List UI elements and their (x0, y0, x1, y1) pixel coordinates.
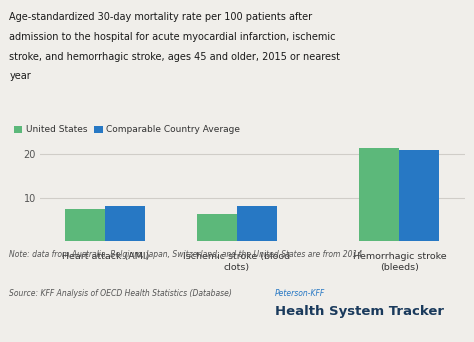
Bar (237, 206, 277, 241)
Text: year: year (9, 71, 31, 81)
Text: stroke, and hemorrhagic stroke, ages 45 and older, 2015 or nearest: stroke, and hemorrhagic stroke, ages 45 … (9, 52, 340, 62)
Text: Age-standardized 30-day mortality rate per 100 patients after: Age-standardized 30-day mortality rate p… (9, 12, 313, 22)
Text: Health System Tracker: Health System Tracker (275, 305, 444, 318)
Text: Peterson-KFF: Peterson-KFF (275, 289, 325, 298)
Bar (105, 206, 146, 241)
Text: admission to the hospital for acute myocardial infarction, ischemic: admission to the hospital for acute myoc… (9, 32, 336, 42)
Bar (359, 148, 400, 241)
Legend: United States, Comparable Country Average: United States, Comparable Country Averag… (14, 126, 240, 134)
Bar (400, 150, 439, 241)
Text: Source: KFF Analysis of OECD Health Statistics (Database): Source: KFF Analysis of OECD Health Stat… (9, 289, 232, 298)
Bar (65, 209, 105, 241)
Text: Note: data from Australia, Belgium, Japan, Switzerland, and the United States ar: Note: data from Australia, Belgium, Japa… (9, 250, 365, 259)
Bar (197, 214, 237, 241)
